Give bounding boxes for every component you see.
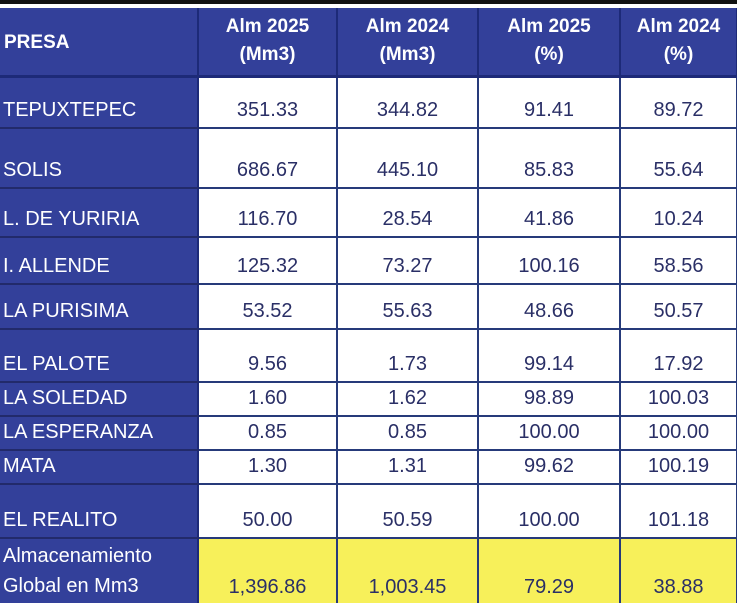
table-row: EL REALITO 50.00 50.59 100.00 101.18 xyxy=(0,484,737,539)
pct2025-value: 100.16 xyxy=(478,237,621,285)
total-label: Almacenamiento Global en Mm3 xyxy=(0,538,199,603)
alm2025-value: 1.30 xyxy=(198,450,338,485)
pct2025-value: 41.86 xyxy=(478,188,621,238)
alm2025-value: 9.56 xyxy=(198,329,338,383)
alm2024-value: 445.10 xyxy=(337,128,479,189)
alm2025-value: 116.70 xyxy=(198,188,338,238)
dam-storage-table: PRESA Alm 2025 (Mm3) Alm 2024 (Mm3) Alm … xyxy=(0,8,737,603)
header-presa: PRESA xyxy=(0,8,199,78)
dam-name: LA PURISIMA xyxy=(0,284,199,330)
alm2024-value: 50.59 xyxy=(337,484,479,539)
dam-name: EL REALITO xyxy=(0,484,199,539)
alm2024-value: 1.31 xyxy=(337,450,479,485)
total-label-line2: Global en Mm3 xyxy=(3,575,139,597)
alm2025-value: 686.67 xyxy=(198,128,338,189)
dam-name: MATA xyxy=(0,450,199,485)
header-alm2025-pct-line1: Alm 2025 xyxy=(507,16,591,38)
dam-name: TEPUXTEPEC xyxy=(0,76,199,129)
total-row: Almacenamiento Global en Mm3 1,396.86 1,… xyxy=(0,538,737,603)
header-row: PRESA Alm 2025 (Mm3) Alm 2024 (Mm3) Alm … xyxy=(0,8,737,78)
alm2024-value: 1.73 xyxy=(337,329,479,383)
pct2024-value: 58.56 xyxy=(620,237,737,285)
total-label-line1: Almacenamiento xyxy=(3,545,152,567)
table-row: TEPUXTEPEC 351.33 344.82 91.41 89.72 xyxy=(0,76,737,129)
table-row: EL PALOTE 9.56 1.73 99.14 17.92 xyxy=(0,329,737,383)
pct2025-value: 100.00 xyxy=(478,484,621,539)
pct2025-value: 48.66 xyxy=(478,284,621,330)
total-alm2025-value: 1,396.86 xyxy=(198,538,338,603)
pct2024-value: 17.92 xyxy=(620,329,737,383)
pct2024-value: 100.03 xyxy=(620,382,737,417)
pct2025-value: 98.89 xyxy=(478,382,621,417)
alm2025-value: 50.00 xyxy=(198,484,338,539)
dam-name: LA ESPERANZA xyxy=(0,416,199,451)
pct2025-value: 100.00 xyxy=(478,416,621,451)
table-row: LA SOLEDAD 1.60 1.62 98.89 100.03 xyxy=(0,382,737,417)
header-alm2024-pct: Alm 2024 (%) xyxy=(620,8,737,78)
pct2025-value: 99.14 xyxy=(478,329,621,383)
pct2024-value: 55.64 xyxy=(620,128,737,189)
dam-name: L. DE YURIRIA xyxy=(0,188,199,238)
table-row: MATA 1.30 1.31 99.62 100.19 xyxy=(0,450,737,485)
table-row: LA PURISIMA 53.52 55.63 48.66 50.57 xyxy=(0,284,737,330)
header-alm2024-pct-line1: Alm 2024 xyxy=(636,16,721,38)
alm2025-value: 53.52 xyxy=(198,284,338,330)
header-alm2024-pct-line2: (%) xyxy=(663,44,694,66)
pct2024-value: 10.24 xyxy=(620,188,737,238)
header-alm2025-pct-line2: (%) xyxy=(534,44,564,66)
alm2024-value: 344.82 xyxy=(337,76,479,129)
pct2024-value: 101.18 xyxy=(620,484,737,539)
table-row: L. DE YURIRIA 116.70 28.54 41.86 10.24 xyxy=(0,188,737,238)
dam-name: I. ALLENDE xyxy=(0,237,199,285)
alm2024-value: 73.27 xyxy=(337,237,479,285)
alm2025-value: 1.60 xyxy=(198,382,338,417)
header-alm2025-mm3: Alm 2025 (Mm3) xyxy=(198,8,338,78)
header-alm2024-mm3-line2: (Mm3) xyxy=(379,44,436,66)
total-alm2024-value: 1,003.45 xyxy=(337,538,479,603)
table-row: SOLIS 686.67 445.10 85.83 55.64 xyxy=(0,128,737,189)
table-row: LA ESPERANZA 0.85 0.85 100.00 100.00 xyxy=(0,416,737,451)
alm2024-value: 55.63 xyxy=(337,284,479,330)
total-pct2025-value: 79.29 xyxy=(478,538,621,603)
alm2024-value: 28.54 xyxy=(337,188,479,238)
alm2025-value: 125.32 xyxy=(198,237,338,285)
header-alm2025-pct: Alm 2025 (%) xyxy=(478,8,621,78)
dam-name: SOLIS xyxy=(0,128,199,189)
header-alm2025-mm3-line1: Alm 2025 xyxy=(225,16,310,38)
alm2025-value: 0.85 xyxy=(198,416,338,451)
pct2025-value: 91.41 xyxy=(478,76,621,129)
total-pct2024-value: 38.88 xyxy=(620,538,737,603)
alm2024-value: 1.62 xyxy=(337,382,479,417)
alm2025-value: 351.33 xyxy=(198,76,338,129)
pct2024-value: 89.72 xyxy=(620,76,737,129)
pct2025-value: 85.83 xyxy=(478,128,621,189)
pct2024-value: 50.57 xyxy=(620,284,737,330)
pct2024-value: 100.00 xyxy=(620,416,737,451)
pct2024-value: 100.19 xyxy=(620,450,737,485)
header-alm2024-mm3-line1: Alm 2024 xyxy=(365,16,450,38)
header-alm2025-mm3-line2: (Mm3) xyxy=(239,44,296,66)
dam-name: EL PALOTE xyxy=(0,329,199,383)
header-alm2024-mm3: Alm 2024 (Mm3) xyxy=(337,8,479,78)
dam-name: LA SOLEDAD xyxy=(0,382,199,417)
table-row: I. ALLENDE 125.32 73.27 100.16 58.56 xyxy=(0,237,737,285)
pct2025-value: 99.62 xyxy=(478,450,621,485)
alm2024-value: 0.85 xyxy=(337,416,479,451)
